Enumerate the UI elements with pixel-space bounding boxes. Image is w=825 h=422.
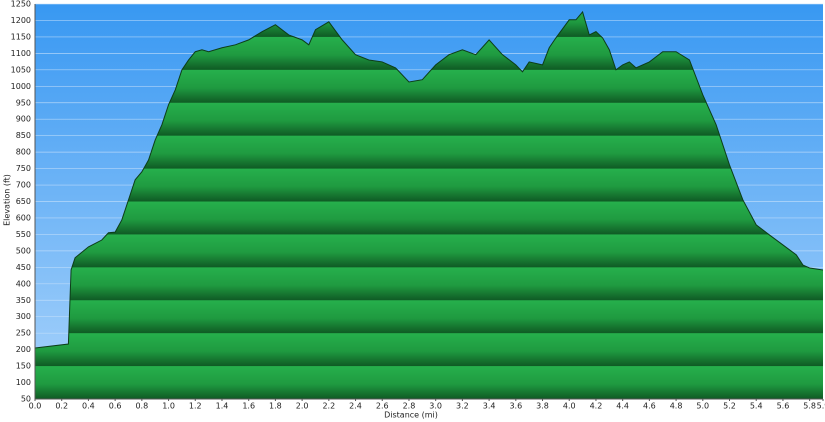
y-tick-label: 850: [16, 131, 31, 140]
x-tick-label: 2.2: [322, 402, 335, 411]
y-tick-label: 450: [16, 263, 31, 272]
x-tick-label: 1.6: [242, 402, 255, 411]
y-tick-label: 900: [16, 115, 31, 124]
y-tick-label: 200: [16, 345, 31, 354]
elevation-area: [35, 11, 823, 400]
y-tick-label: 750: [16, 164, 31, 173]
x-tick-label: 3.8: [536, 402, 549, 411]
y-tick-label: 1250: [11, 0, 31, 9]
x-tick-label: 3.0: [429, 402, 442, 411]
x-tick-label: 5.8: [803, 402, 816, 411]
x-tick-label: 1.2: [189, 402, 202, 411]
y-tick-label: 300: [16, 312, 31, 321]
x-tick-label: 0.8: [135, 402, 148, 411]
y-tick-label: 1200: [11, 16, 31, 25]
x-tick-label: 3.6: [509, 402, 522, 411]
x-tick-label: 2.8: [403, 402, 416, 411]
y-tick-label: 250: [16, 329, 31, 338]
x-axis-label: Distance (mi): [384, 411, 438, 420]
y-tick-label: 500: [16, 246, 31, 255]
y-tick-label: 100: [16, 378, 31, 387]
x-tick-label: 4.6: [643, 402, 656, 411]
y-tick-label: 1100: [11, 49, 31, 58]
y-tick-label: 800: [16, 148, 31, 157]
y-tick-label: 700: [16, 181, 31, 190]
x-tick-label: 1.0: [162, 402, 175, 411]
elevation-line: [34, 10, 824, 349]
x-tick-label: 0.2: [55, 402, 68, 411]
x-tick-label: 5.2: [723, 402, 736, 411]
y-tick-label: 1050: [11, 65, 31, 74]
x-tick-label: 3.4: [483, 402, 496, 411]
y-tick-label: 350: [16, 296, 31, 305]
x-tick-label: 5.6: [777, 402, 790, 411]
y-tick-label: 1000: [11, 82, 31, 91]
x-tick-label: 0.0: [29, 402, 42, 411]
y-tick-label: 150: [16, 362, 31, 371]
y-tick-label: 600: [16, 213, 31, 222]
x-tick-label: 0.4: [82, 402, 95, 411]
y-tick-label: 1150: [11, 32, 31, 41]
x-tick-label: 4.8: [670, 402, 683, 411]
x-tick-label: 5.0: [696, 402, 709, 411]
x-tick-label: 0.6: [109, 402, 122, 411]
x-tick-label: 4.2: [590, 402, 603, 411]
x-tick-label: 5.9: [817, 402, 825, 411]
y-tick-label: 550: [16, 230, 31, 239]
y-tick-label: 650: [16, 197, 31, 206]
x-tick-label: 2.0: [296, 402, 309, 411]
x-tick-label: 3.2: [456, 402, 469, 411]
x-tick-label: 1.4: [216, 402, 229, 411]
x-tick-label: 2.4: [349, 402, 362, 411]
x-tick-label: 5.4: [750, 402, 763, 411]
x-tick-label: 4.0: [563, 402, 576, 411]
x-tick-label: 1.8: [269, 402, 282, 411]
y-tick-label: 50: [21, 395, 31, 404]
y-tick-label: 400: [16, 279, 31, 288]
x-tick-label: 4.4: [616, 402, 629, 411]
y-tick-label: 950: [16, 98, 31, 107]
y-axis-label: Elevation (ft): [3, 174, 12, 226]
x-tick-label: 2.6: [376, 402, 389, 411]
